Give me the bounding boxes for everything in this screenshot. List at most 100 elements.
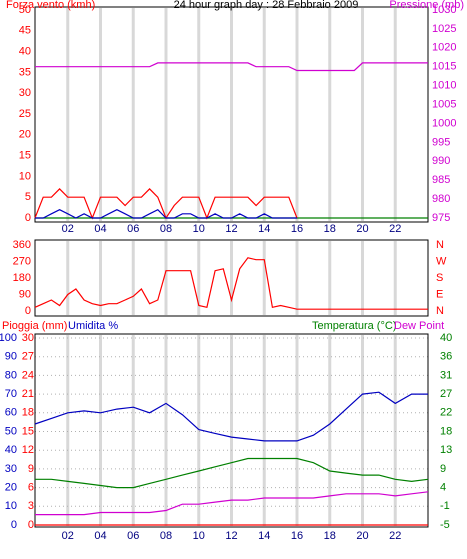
y-tick-label: 20	[19, 129, 31, 141]
y-axis-label: Forza vento (kmh)	[6, 0, 95, 11]
y3-tick-label: 21	[22, 388, 34, 400]
y-tick-label: 90	[5, 351, 17, 363]
y2-tick-label: 975	[432, 212, 450, 224]
y2-tick-label: 985	[432, 174, 450, 186]
x-tick-label: 20	[356, 530, 368, 542]
x-tick-label: 12	[225, 223, 237, 235]
series-line	[34, 391, 428, 442]
x-tick-label: 14	[258, 530, 270, 542]
y-tick-label: 15	[19, 150, 31, 162]
y2-tick-label: W	[436, 255, 447, 267]
y3-tick-label: 3	[28, 500, 34, 512]
y-tick-label: 10	[5, 500, 17, 512]
series-line	[35, 208, 297, 219]
x-tick-label: 02	[62, 530, 74, 542]
y2-tick-label: 13	[440, 444, 452, 456]
y2-axis-label: Pressione (mb)	[389, 0, 464, 11]
x-tick-label: 14	[258, 223, 270, 235]
chart-title: 24 hour graph day : 28 Febbraio 2009	[174, 0, 359, 11]
series-line	[34, 257, 428, 310]
x-tick-label: 04	[94, 223, 106, 235]
series-line	[35, 62, 428, 72]
x-tick-label: 10	[193, 530, 205, 542]
x-tick-label: 18	[324, 223, 336, 235]
y-tick-label: 100	[0, 332, 17, 344]
y3-tick-label: 15	[22, 425, 34, 437]
y2-tick-label: 1000	[432, 117, 456, 129]
y-tick-label: 50	[5, 425, 17, 437]
x-tick-label: 18	[324, 530, 336, 542]
y2-tick-label: 36	[440, 351, 452, 363]
y3-tick-label: 18	[22, 407, 34, 419]
x-tick-label: 06	[127, 223, 139, 235]
y-tick-label: 25	[19, 108, 31, 120]
series-line	[35, 457, 429, 489]
plot-frame	[34, 6, 429, 223]
y3-tick-label: 9	[28, 463, 34, 475]
y-tick-label: 45	[19, 25, 31, 37]
y-tick-label: 360	[13, 239, 31, 251]
y2-tick-label: 1025	[432, 23, 456, 35]
y-tick-label: 60	[5, 407, 17, 419]
x-tick-label: 22	[389, 530, 401, 542]
y2-tick-label: E	[436, 288, 443, 300]
y-tick-label: 10	[19, 170, 31, 182]
y-tick-label: 90	[19, 288, 31, 300]
y-tick-label: 180	[13, 272, 31, 284]
y-tick-label: 80	[5, 369, 17, 381]
y-tick-label: 0	[25, 305, 31, 317]
y2-tick-label: 1030	[432, 4, 456, 16]
y2-tick-label: 990	[432, 155, 450, 167]
legend-entry: Umidita %	[68, 320, 118, 332]
x-tick-label: 08	[160, 223, 172, 235]
legend-entry: Pioggia (mm)	[2, 320, 67, 332]
x-tick-label: 04	[94, 530, 106, 542]
y3-tick-label: 30	[22, 332, 34, 344]
x-tick-label: 08	[160, 530, 172, 542]
y-tick-label: 40	[5, 444, 17, 456]
x-tick-label: 02	[62, 223, 74, 235]
y2-tick-label: 4	[440, 482, 446, 494]
y-tick-label: 70	[5, 388, 17, 400]
x-tick-label: 16	[291, 223, 303, 235]
y-tick-label: 0	[25, 212, 31, 224]
y2-tick-label: 1005	[432, 98, 456, 110]
y2-tick-label: -1	[440, 500, 450, 512]
y2-tick-label: -5	[440, 519, 450, 531]
y2-tick-label: 27	[440, 388, 452, 400]
y2-tick-label: N	[436, 305, 444, 317]
y2-tick-label: 1015	[432, 61, 456, 73]
plot-frame	[34, 239, 429, 317]
y-tick-label: 30	[19, 87, 31, 99]
y2-tick-label: 31	[440, 369, 452, 381]
y2-tick-label: 40	[440, 332, 452, 344]
series-line	[35, 491, 429, 516]
y2-tick-label: 9	[440, 463, 446, 475]
y2-tick-label: 980	[432, 193, 450, 205]
legend-entry: Dew Point	[394, 320, 444, 332]
y3-tick-label: 27	[22, 351, 34, 363]
legend-entry: Temperatura (°C)	[312, 320, 396, 332]
x-tick-label: 10	[193, 223, 205, 235]
x-tick-label: 22	[389, 223, 401, 235]
y2-tick-label: 22	[440, 407, 452, 419]
y-tick-label: 270	[13, 255, 31, 267]
y-tick-label: 50	[19, 4, 31, 16]
x-tick-label: 16	[291, 530, 303, 542]
y2-tick-label: 18	[440, 425, 452, 437]
y3-tick-label: 6	[28, 482, 34, 494]
y2-tick-label: S	[436, 272, 443, 284]
y-tick-label: 35	[19, 66, 31, 78]
y-tick-label: 20	[5, 482, 17, 494]
x-tick-label: 20	[356, 223, 368, 235]
x-tick-label: 06	[127, 530, 139, 542]
y-tick-label: 5	[25, 191, 31, 203]
y2-tick-label: 995	[432, 136, 450, 148]
y3-tick-label: 12	[22, 444, 34, 456]
x-tick-label: 12	[225, 530, 237, 542]
plot-frame	[34, 333, 429, 528]
y3-tick-label: 24	[22, 369, 34, 381]
y2-tick-label: 1020	[432, 42, 456, 54]
y3-tick-label: 0	[28, 519, 34, 531]
